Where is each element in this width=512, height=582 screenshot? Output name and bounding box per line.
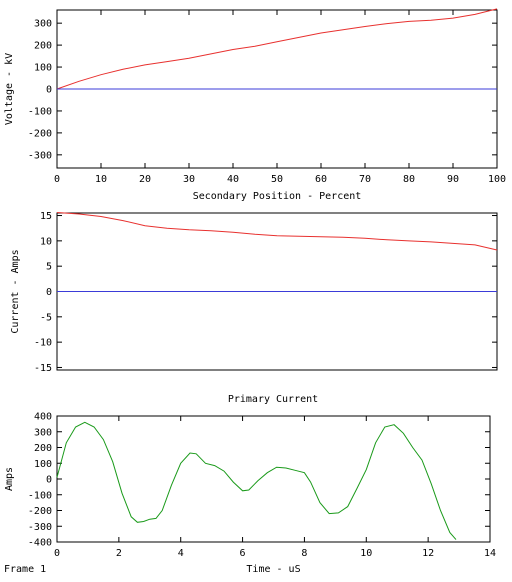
x-tick-label: 2 — [116, 548, 122, 559]
y-tick-label: -300 — [28, 150, 52, 161]
y-tick-label: -100 — [28, 106, 52, 117]
x-tick-label: 100 — [488, 174, 506, 185]
x-tick-label: 50 — [271, 174, 283, 185]
y-tick-label: -100 — [28, 490, 52, 501]
y-tick-label: 15 — [40, 211, 52, 222]
y-tick-label: -5 — [40, 312, 52, 323]
x-axis-label: Secondary Position - Percent — [193, 191, 362, 202]
y-tick-label: 100 — [34, 63, 52, 74]
x-tick-label: 70 — [359, 174, 371, 185]
y-tick-label: -10 — [34, 338, 52, 349]
x-tick-label: 30 — [183, 174, 195, 185]
x-tick-label: 10 — [360, 548, 372, 559]
y-axis-label: Current - Amps — [10, 249, 21, 333]
y-tick-label: -300 — [28, 522, 52, 533]
series-line-1 — [56, 421, 457, 540]
y-tick-label: 300 — [34, 427, 52, 438]
x-axis-label: Time - uS — [246, 564, 300, 575]
y-tick-label: 100 — [34, 459, 52, 470]
x-tick-label: 4 — [178, 548, 184, 559]
x-tick-label: 8 — [301, 548, 307, 559]
y-tick-label: 0 — [46, 85, 52, 96]
y-axis-label: Amps — [4, 467, 15, 491]
x-tick-label: 40 — [227, 174, 239, 185]
y-tick-label: 0 — [46, 287, 52, 298]
y-axis-label: Voltage - kV — [4, 53, 15, 125]
x-tick-label: 12 — [422, 548, 434, 559]
y-tick-label: 300 — [34, 19, 52, 30]
y-tick-label: 10 — [40, 236, 52, 247]
y-tick-label: 200 — [34, 41, 52, 52]
x-tick-label: 60 — [315, 174, 327, 185]
series-line-1 — [56, 8, 498, 90]
x-tick-label: 0 — [54, 174, 60, 185]
frame-label: Frame 1 — [4, 564, 47, 575]
chart-title: Primary Current — [228, 394, 318, 405]
x-tick-label: 14 — [484, 548, 496, 559]
x-tick-label: 90 — [447, 174, 459, 185]
x-tick-label: 20 — [139, 174, 151, 185]
y-tick-label: 0 — [46, 475, 52, 486]
x-tick-label: 6 — [240, 548, 246, 559]
y-tick-label: 5 — [46, 262, 52, 273]
y-tick-label: -400 — [28, 538, 52, 549]
plot-frame — [56, 415, 491, 543]
x-tick-label: 0 — [54, 548, 60, 559]
x-tick-label: 80 — [403, 174, 415, 185]
x-tick-label: 10 — [95, 174, 107, 185]
series-line-1 — [56, 212, 498, 251]
y-tick-label: -200 — [28, 128, 52, 139]
y-tick-label: 400 — [34, 412, 52, 423]
y-tick-label: -15 — [34, 363, 52, 374]
y-tick-label: 200 — [34, 443, 52, 454]
y-tick-label: -200 — [28, 506, 52, 517]
